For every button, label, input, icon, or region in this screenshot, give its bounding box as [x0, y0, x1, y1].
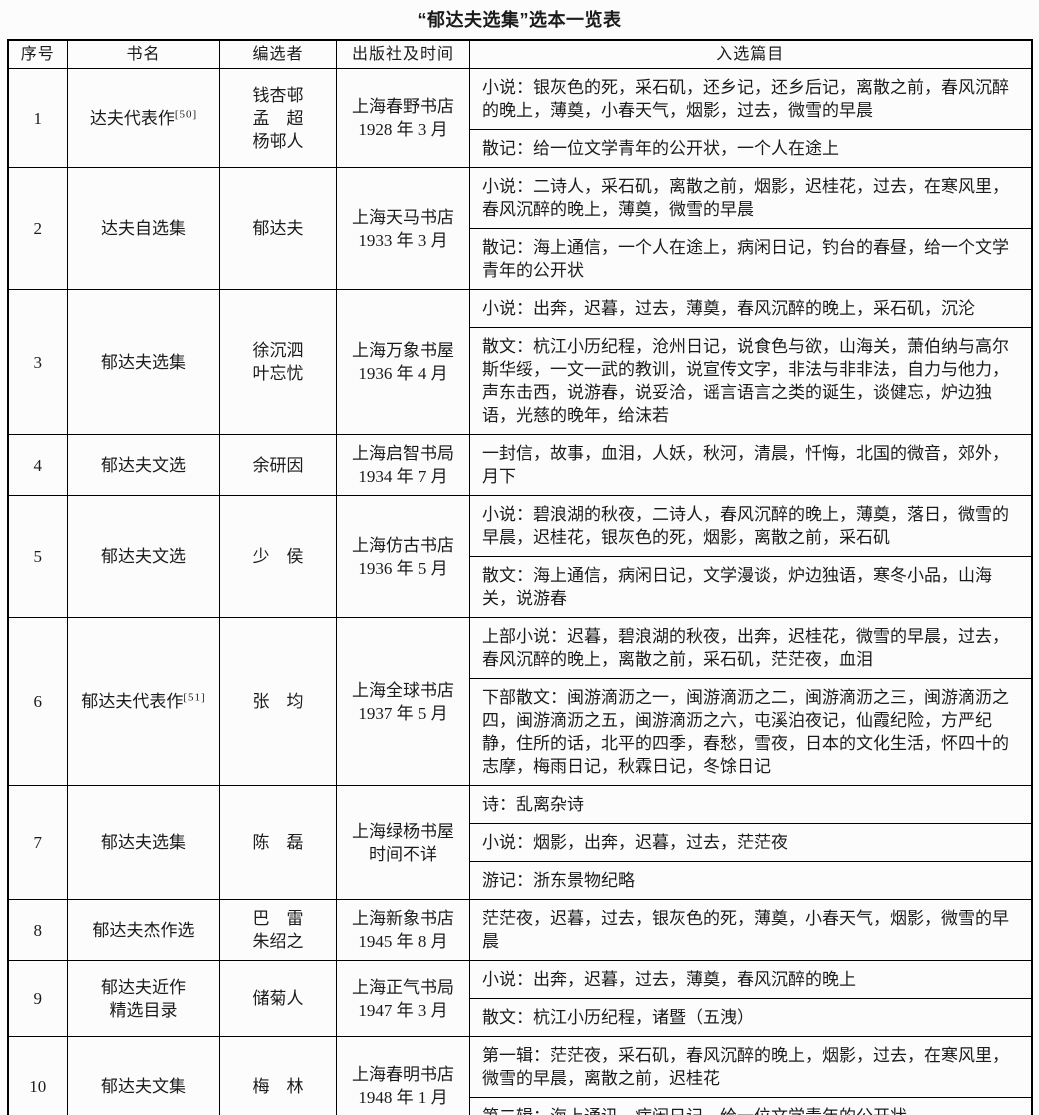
entry-section: 小说：出奔，迟暮，过去，薄奠，春风沉醉的晚上，采石矶，沉沦 — [470, 290, 1031, 328]
entry-section: 小说：二诗人，采石矶，离散之前，烟影，迟桂花，过去，在寒风里，春风沉醉的晚上，薄… — [470, 168, 1031, 229]
editors: 张 均 — [219, 617, 337, 786]
entry-section: 一封信，故事，血泪，人妖，秋河，清晨，忏悔，北国的微音，郊外，月下 — [482, 444, 1009, 486]
editors: 少 侯 — [219, 495, 337, 618]
editors: 巴 雷 朱绍之 — [219, 899, 337, 961]
row-number: 9 — [7, 960, 68, 1037]
table-row: 9 郁达夫近作 精选目录 储菊人 上海正气书局 1947 年 3 月 小说：出奔… — [7, 960, 1032, 1037]
selected-works: 小说：二诗人，采石矶，离散之前，烟影，迟桂花，过去，在寒风里，春风沉醉的晚上，薄… — [469, 167, 1032, 290]
book-title: 郁达夫近作 精选目录 — [67, 960, 220, 1037]
col-header-editor: 编选者 — [219, 39, 337, 69]
publisher: 上海万象书屋 1936 年 4 月 — [336, 289, 470, 435]
editors: 徐沉泗 叶忘忧 — [219, 289, 337, 435]
publisher: 上海天马书店 1933 年 3 月 — [336, 167, 470, 290]
table-row: 4 郁达夫文选 余研因 上海启智书局 1934 年 7 月 一封信，故事，血泪，… — [7, 434, 1032, 496]
entry-section: 散记：给一位文学青年的公开状，一个人在途上 — [482, 139, 839, 158]
entry-section: 小说：烟影，出奔，迟暮，过去，茫茫夜 — [470, 824, 1031, 862]
book-title: 郁达夫代表作[51] — [67, 617, 220, 786]
entry-section: 小说：出奔，迟暮，过去，薄奠，春风沉醉的晚上 — [470, 961, 1031, 999]
col-header-entries: 入选篇目 — [469, 39, 1032, 69]
publisher: 上海新象书店 1945 年 8 月 — [336, 899, 470, 961]
selected-works: 上部小说：迟暮，碧浪湖的秋夜，出奔，迟桂花，微雪的早晨，过去，春风沉醉的晚上，离… — [469, 617, 1032, 786]
table-row: 1 达夫代表作[50] 钱杏邨 孟 超 杨邨人 上海春野书店 1928 年 3 … — [7, 68, 1032, 168]
col-header-book: 书名 — [67, 39, 220, 69]
entry-section: 散文：杭江小历纪程，诸暨（五洩） — [482, 1008, 754, 1027]
entry-section: 散记：海上通信，一个人在途上，病闲日记，钓台的春昼，给一个文学青年的公开状 — [482, 238, 1009, 280]
selected-works: 第一辑：茫茫夜，采石矶，春风沉醉的晚上，烟影，过去，在寒风里，微雪的早晨，离散之… — [469, 1036, 1032, 1115]
editors: 陈 磊 — [219, 785, 337, 900]
table-row: 7 郁达夫选集 陈 磊 上海绿杨书屋 时间不详 诗：乱离杂诗 小说：烟影，出奔，… — [7, 785, 1032, 900]
publisher: 上海正气书局 1947 年 3 月 — [336, 960, 470, 1037]
row-number: 10 — [7, 1036, 68, 1115]
publisher: 上海仿古书店 1936 年 5 月 — [336, 495, 470, 618]
table-row: 6 郁达夫代表作[51] 张 均 上海全球书店 1937 年 5 月 上部小说：… — [7, 617, 1032, 786]
publisher: 上海启智书局 1934 年 7 月 — [336, 434, 470, 496]
entry-section: 下部散文：闽游滴沥之一，闽游滴沥之二，闽游滴沥之三，闽游滴沥之四，闽游滴沥之五，… — [482, 688, 1009, 776]
footnote-ref: [51] — [183, 691, 206, 704]
entry-section: 散文：杭江小历纪程，沧州日记，说食色与欲，山海关，萧伯纳与高尔斯华绥，一文一武的… — [482, 337, 1009, 425]
entry-section: 茫茫夜，迟暮，过去，银灰色的死，薄奠，小春天气，烟影，微雪的早晨 — [482, 909, 1009, 951]
table-row: 2 达夫自选集 郁达夫 上海天马书店 1933 年 3 月 小说：二诗人，采石矶… — [7, 167, 1032, 290]
selected-works: 小说：出奔，迟暮，过去，薄奠，春风沉醉的晚上 散文：杭江小历纪程，诸暨（五洩） — [469, 960, 1032, 1037]
entry-section: 小说：碧浪湖的秋夜，二诗人，春风沉醉的晚上，薄奠，落日，微雪的早晨，迟桂花，银灰… — [470, 496, 1031, 557]
header-row: 序号 书名 编选者 出版社及时间 入选篇目 — [7, 39, 1032, 69]
book-title: 郁达夫杰作选 — [67, 899, 220, 961]
row-number: 1 — [7, 68, 68, 168]
table-row: 5 郁达夫文选 少 侯 上海仿古书店 1936 年 5 月 小说：碧浪湖的秋夜，… — [7, 495, 1032, 618]
editors: 储菊人 — [219, 960, 337, 1037]
entry-section: 游记：浙东景物纪略 — [482, 871, 635, 890]
row-number: 3 — [7, 289, 68, 435]
publisher: 上海绿杨书屋 时间不详 — [336, 785, 470, 900]
page-title: “郁达夫选集”选本一览表 — [417, 10, 622, 30]
row-number: 4 — [7, 434, 68, 496]
entry-section: 第二辑：海上通讯，病闲日记，给一位文学青年的公开状 — [470, 1098, 1031, 1115]
entry-section: 上部小说：迟暮，碧浪湖的秋夜，出奔，迟桂花，微雪的早晨，过去，春风沉醉的晚上，离… — [470, 618, 1031, 679]
col-header-publisher: 出版社及时间 — [336, 39, 470, 69]
table-row: 8 郁达夫杰作选 巴 雷 朱绍之 上海新象书店 1945 年 8 月 茫茫夜，迟… — [7, 899, 1032, 961]
footnote-ref: [50] — [174, 107, 198, 120]
editors: 余研因 — [219, 434, 337, 496]
row-number: 5 — [7, 495, 68, 618]
row-number: 6 — [7, 617, 68, 786]
row-number: 7 — [7, 785, 68, 900]
book-title: 郁达夫文集 — [67, 1036, 220, 1115]
publisher: 上海全球书店 1937 年 5 月 — [336, 617, 470, 786]
entry-section: 散文：海上通信，病闲日记，文学漫谈，炉边独语，寒冬小品，山海关，说游春 — [482, 566, 992, 608]
entry-section: 诗：乱离杂诗 — [470, 786, 1031, 824]
table-row: 3 郁达夫选集 徐沉泗 叶忘忧 上海万象书屋 1936 年 4 月 小说：出奔，… — [7, 289, 1032, 435]
selected-works: 茫茫夜，迟暮，过去，银灰色的死，薄奠，小春天气，烟影，微雪的早晨 — [469, 899, 1032, 961]
publisher: 上海春野书店 1928 年 3 月 — [336, 68, 470, 168]
entry-section: 第一辑：茫茫夜，采石矶，春风沉醉的晚上，烟影，过去，在寒风里，微雪的早晨，离散之… — [470, 1037, 1031, 1098]
editors: 梅 林 — [219, 1036, 337, 1115]
book-title: 郁达夫文选 — [67, 434, 220, 496]
publisher: 上海春明书店 1948 年 1 月 — [336, 1036, 470, 1115]
book-title: 达夫自选集 — [67, 167, 220, 290]
row-number: 8 — [7, 899, 68, 961]
book-title: 达夫代表作[50] — [67, 68, 220, 168]
selected-works: 小说：出奔，迟暮，过去，薄奠，春风沉醉的晚上，采石矶，沉沦 散文：杭江小历纪程，… — [469, 289, 1032, 435]
row-number: 2 — [7, 167, 68, 290]
selected-works: 小说：碧浪湖的秋夜，二诗人，春风沉醉的晚上，薄奠，落日，微雪的早晨，迟桂花，银灰… — [469, 495, 1032, 618]
entry-section: 小说：银灰色的死，采石矶，还乡记，还乡后记，离散之前，春风沉醉的晚上，薄奠，小春… — [470, 69, 1031, 130]
editors: 郁达夫 — [219, 167, 337, 290]
selected-works: 一封信，故事，血泪，人妖，秋河，清晨，忏悔，北国的微音，郊外，月下 — [469, 434, 1032, 496]
selected-works: 小说：银灰色的死，采石矶，还乡记，还乡后记，离散之前，春风沉醉的晚上，薄奠，小春… — [469, 68, 1032, 168]
editors: 钱杏邨 孟 超 杨邨人 — [219, 68, 337, 168]
book-title: 郁达夫选集 — [67, 785, 220, 900]
book-title: 郁达夫选集 — [67, 289, 220, 435]
table-row: 10 郁达夫文集 梅 林 上海春明书店 1948 年 1 月 第一辑：茫茫夜，采… — [7, 1036, 1032, 1115]
book-title: 郁达夫文选 — [67, 495, 220, 618]
booklist-table: 序号 书名 编选者 出版社及时间 入选篇目 1 达夫代表作[50] 钱杏邨 孟 … — [6, 39, 1033, 1115]
col-header-number: 序号 — [7, 39, 68, 69]
selected-works: 诗：乱离杂诗 小说：烟影，出奔，迟暮，过去，茫茫夜 游记：浙东景物纪略 — [469, 785, 1032, 900]
